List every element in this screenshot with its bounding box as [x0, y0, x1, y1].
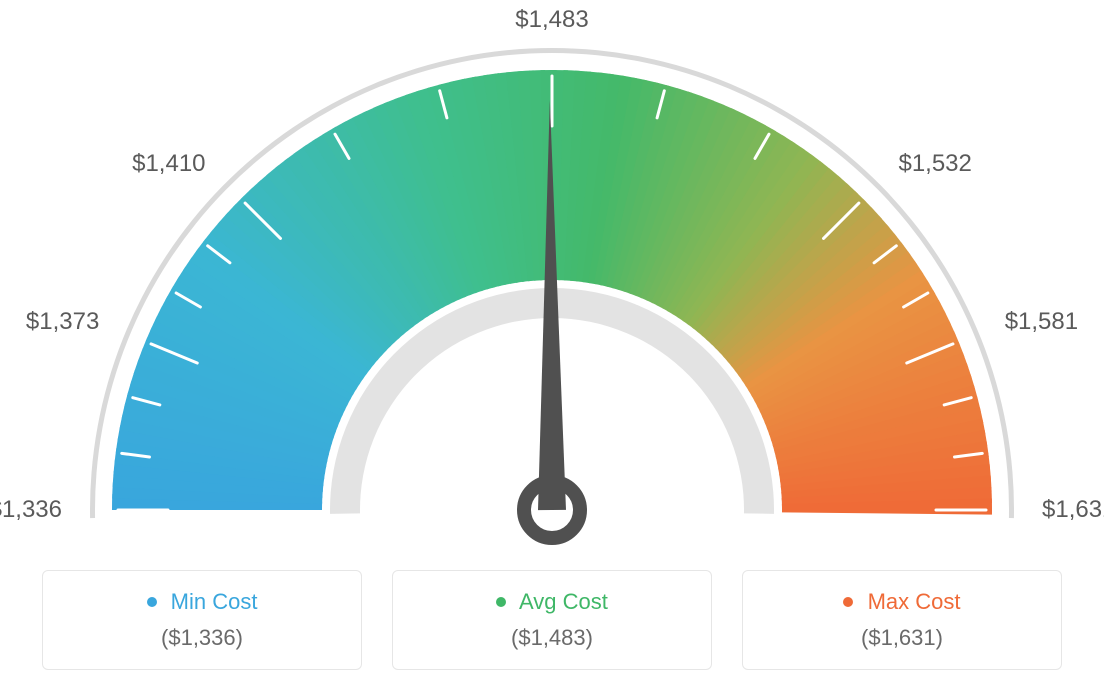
legend-title-text: Max Cost [868, 589, 961, 614]
gauge-tick-label: $1,410 [132, 150, 205, 178]
legend-title-avg: Avg Cost [393, 589, 711, 615]
dot-icon [843, 597, 853, 607]
legend-value-max: ($1,631) [743, 625, 1061, 651]
legend-title-text: Min Cost [171, 589, 258, 614]
legend-card-avg: Avg Cost ($1,483) [392, 570, 712, 670]
gauge-chart: $1,336 $1,373 $1,410 $1,483 $1,532 $1,581 $1,6… [0, 0, 1104, 560]
dot-icon [496, 597, 506, 607]
gauge-tick-label: $1,483 [515, 6, 588, 34]
legend-title-text: Avg Cost [519, 589, 608, 614]
legend-card-max: Max Cost ($1,631) [742, 570, 1062, 670]
legend-title-min: Min Cost [43, 589, 361, 615]
gauge-tick-label: $1,336 [0, 496, 62, 524]
legend-value-min: ($1,336) [43, 625, 361, 651]
gauge-tick-label: $1,581 [1005, 308, 1078, 336]
gauge-tick-label: $1,532 [898, 150, 971, 178]
gauge-tick-label: $1,373 [26, 308, 99, 336]
legend-row: Min Cost ($1,336) Avg Cost ($1,483) Max … [0, 570, 1104, 670]
legend-title-max: Max Cost [743, 589, 1061, 615]
legend-card-min: Min Cost ($1,336) [42, 570, 362, 670]
gauge-tick-label: $1,631 [1042, 496, 1104, 524]
gauge-svg [0, 0, 1104, 560]
dot-icon [147, 597, 157, 607]
legend-value-avg: ($1,483) [393, 625, 711, 651]
